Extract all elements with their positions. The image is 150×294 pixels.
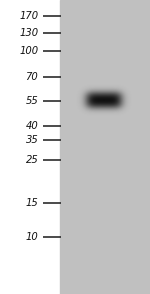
Bar <box>0 0 60 294</box>
Text: 70: 70 <box>26 72 38 82</box>
Text: 35: 35 <box>26 135 38 145</box>
Text: 130: 130 <box>19 28 38 38</box>
Text: 15: 15 <box>26 198 38 208</box>
Bar <box>60 0 150 294</box>
Text: 25: 25 <box>26 155 38 165</box>
Text: 10: 10 <box>26 232 38 242</box>
Text: 170: 170 <box>19 11 38 21</box>
Text: 55: 55 <box>26 96 38 106</box>
Text: 100: 100 <box>19 46 38 56</box>
Text: 40: 40 <box>26 121 38 131</box>
